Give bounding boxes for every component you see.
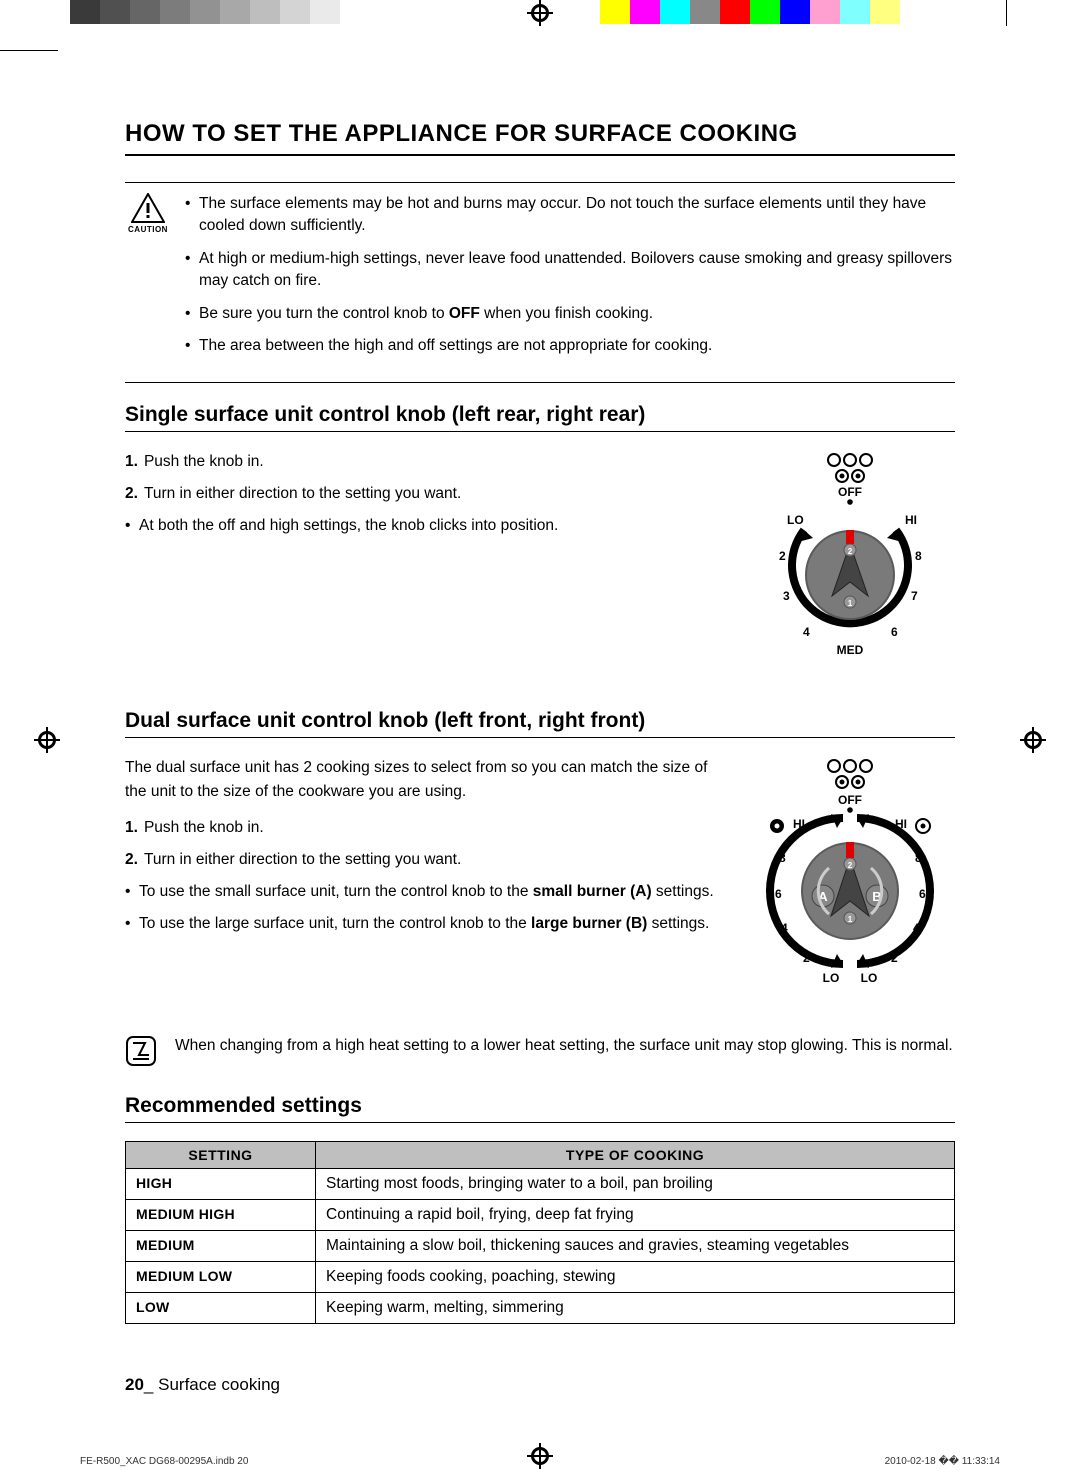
gray-chip <box>160 0 190 24</box>
svg-text:2: 2 <box>891 951 898 965</box>
svg-text:2: 2 <box>803 951 810 965</box>
note-text: When changing from a high heat setting t… <box>175 1035 953 1074</box>
svg-text:8: 8 <box>915 549 922 563</box>
gray-chip <box>310 0 340 24</box>
cooking-cell: Maintaining a slow boil, thickening sauc… <box>316 1231 955 1262</box>
table-row: HIGHStarting most foods, bringing water … <box>126 1169 955 1200</box>
gray-chip <box>100 0 130 24</box>
registration-mark-left-icon <box>34 727 60 753</box>
color-chip <box>810 0 840 24</box>
caution-box: CAUTION The surface elements may be hot … <box>125 182 955 383</box>
setting-cell: MEDIUM LOW <box>126 1262 316 1293</box>
color-chip <box>690 0 720 24</box>
color-chip <box>870 0 900 24</box>
caution-item: Be sure you turn the control knob to OFF… <box>185 303 955 325</box>
setting-cell: LOW <box>126 1293 316 1324</box>
svg-text:8: 8 <box>915 851 922 865</box>
caution-item: The surface elements may be hot and burn… <box>185 193 955 238</box>
setting-cell: MEDIUM HIGH <box>126 1200 316 1231</box>
svg-text:6: 6 <box>919 887 926 901</box>
svg-text:4: 4 <box>803 625 810 639</box>
registration-mark-top-icon <box>527 0 553 26</box>
color-chip <box>600 0 630 24</box>
table-row: MEDIUM HIGHContinuing a rapid boil, fryi… <box>126 1200 955 1231</box>
dual-knob-title: Dual surface unit control knob (left fro… <box>125 709 955 738</box>
gray-chip <box>70 0 100 24</box>
svg-text:LO: LO <box>787 513 804 527</box>
svg-text:OFF: OFF <box>838 793 862 807</box>
color-chip <box>780 0 810 24</box>
caution-list: The surface elements may be hot and burn… <box>185 193 955 368</box>
gray-chip <box>220 0 250 24</box>
caution-item: The area between the high and off settin… <box>185 335 955 357</box>
table-header: SETTING <box>126 1142 316 1169</box>
cooking-cell: Continuing a rapid boil, frying, deep fa… <box>316 1200 955 1231</box>
setting-cell: HIGH <box>126 1169 316 1200</box>
svg-text:HI: HI <box>895 817 907 831</box>
note-icon <box>125 1035 161 1074</box>
svg-text:4: 4 <box>913 921 920 935</box>
cooking-cell: Starting most foods, bringing water to a… <box>316 1169 955 1200</box>
svg-text:MED: MED <box>837 643 864 657</box>
color-chip <box>630 0 660 24</box>
single-knob-section: 1.Push the knob in. 2.Turn in either dir… <box>125 450 955 685</box>
print-file: FE-R500_XAC DG68-00295A.indb 20 <box>80 1456 248 1467</box>
gray-chip <box>340 0 370 24</box>
svg-text:6: 6 <box>891 625 898 639</box>
svg-text:1: 1 <box>848 599 853 608</box>
svg-text:2: 2 <box>848 547 853 556</box>
print-timestamp: 2010-02-18 �� 11:33:14 <box>885 1456 1000 1467</box>
dual-knob-section: The dual surface unit has 2 cooking size… <box>125 756 955 1011</box>
print-color-bars <box>0 0 1080 28</box>
svg-text:HI: HI <box>905 513 917 527</box>
svg-text:LO: LO <box>861 971 878 985</box>
setting-cell: MEDIUM <box>126 1231 316 1262</box>
cooking-cell: Keeping warm, melting, simmering <box>316 1293 955 1324</box>
recommended-title: Recommended settings <box>125 1094 955 1123</box>
svg-text:1: 1 <box>848 915 853 924</box>
page-content: HOW TO SET THE APPLIANCE FOR SURFACE COO… <box>125 120 955 1324</box>
svg-text:3: 3 <box>783 589 790 603</box>
color-chip <box>750 0 780 24</box>
dual-knob-text: The dual surface unit has 2 cooking size… <box>125 756 725 1011</box>
gray-chip <box>280 0 310 24</box>
table-row: MEDIUM LOWKeeping foods cooking, poachin… <box>126 1262 955 1293</box>
note-box: When changing from a high heat setting t… <box>125 1035 955 1074</box>
settings-table: SETTING TYPE OF COOKING HIGHStarting mos… <box>125 1141 955 1324</box>
color-chip <box>660 0 690 24</box>
svg-text:4: 4 <box>781 921 788 935</box>
caution-icon: CAUTION <box>125 193 171 368</box>
table-row: LOWKeeping warm, melting, simmering <box>126 1293 955 1324</box>
svg-text:2: 2 <box>779 549 786 563</box>
svg-text:HI: HI <box>793 817 805 831</box>
gray-chip <box>130 0 160 24</box>
section-name: Surface cooking <box>158 1375 280 1394</box>
color-chip <box>840 0 870 24</box>
color-chip <box>720 0 750 24</box>
cooking-cell: Keeping foods cooking, poaching, stewing <box>316 1262 955 1293</box>
svg-text:2: 2 <box>848 861 853 870</box>
print-footer: FE-R500_XAC DG68-00295A.indb 20 2010-02-… <box>80 1456 1000 1467</box>
page-number: 20 <box>125 1375 144 1394</box>
table-row: MEDIUMMaintaining a slow boil, thickenin… <box>126 1231 955 1262</box>
svg-text:7: 7 <box>911 589 918 603</box>
dual-knob-diagram: OFF 2 1 A B <box>745 756 955 1011</box>
caution-label: CAUTION <box>125 225 171 234</box>
svg-text:OFF: OFF <box>838 485 862 499</box>
page-title: HOW TO SET THE APPLIANCE FOR SURFACE COO… <box>125 120 955 156</box>
table-header: TYPE OF COOKING <box>316 1142 955 1169</box>
registration-mark-right-icon <box>1020 727 1046 753</box>
single-knob-diagram: OFF 2 1 LO 2 3 4 HI 8 <box>755 450 955 685</box>
svg-text:LO: LO <box>823 971 840 985</box>
svg-text:6: 6 <box>775 887 782 901</box>
gray-chip <box>190 0 220 24</box>
page-footer: 20_ Surface cooking <box>125 1375 280 1395</box>
svg-text:8: 8 <box>779 851 786 865</box>
single-knob-text: 1.Push the knob in. 2.Turn in either dir… <box>125 450 735 685</box>
single-knob-title: Single surface unit control knob (left r… <box>125 403 955 432</box>
gray-chip <box>250 0 280 24</box>
caution-item: At high or medium-high settings, never l… <box>185 248 955 293</box>
